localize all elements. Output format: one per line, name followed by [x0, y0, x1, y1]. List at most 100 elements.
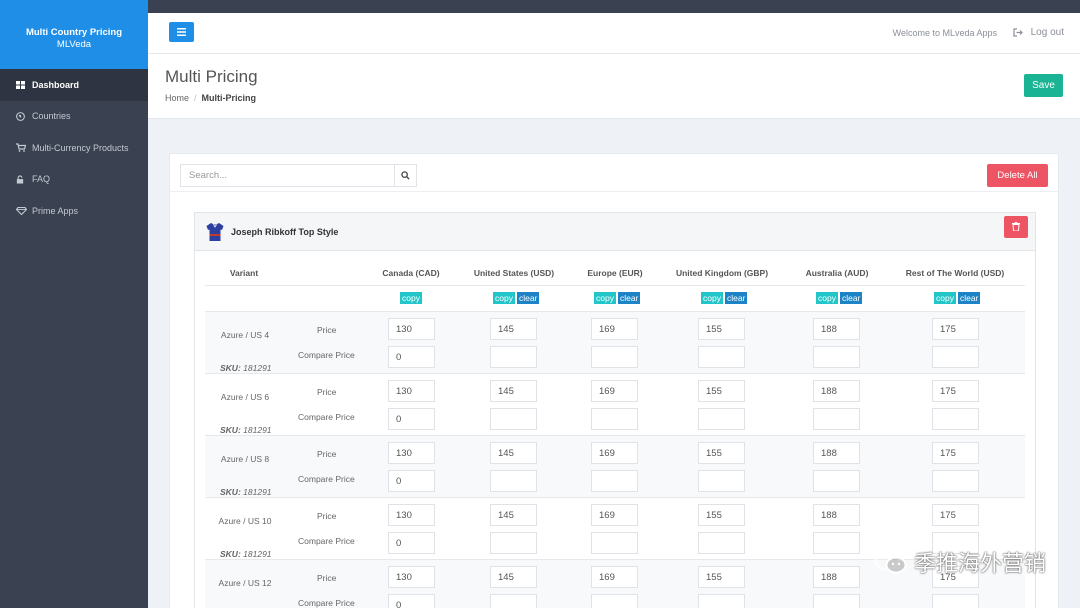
- compare-price-input[interactable]: [698, 408, 745, 430]
- compare-price-input[interactable]: [388, 532, 435, 554]
- compare-price-input[interactable]: [490, 594, 537, 608]
- compare-price-input[interactable]: [698, 532, 745, 554]
- hamburger-icon: [177, 23, 186, 41]
- price-input[interactable]: [813, 566, 860, 588]
- compare-price-input[interactable]: [932, 470, 979, 492]
- delete-all-button[interactable]: Delete All: [987, 164, 1048, 187]
- sidebar-item-faq[interactable]: FAQ: [0, 164, 148, 196]
- price-input[interactable]: [591, 442, 638, 464]
- clear-button[interactable]: clear: [516, 292, 540, 304]
- clear-button[interactable]: clear: [839, 292, 863, 304]
- compare-price-input[interactable]: [388, 594, 435, 608]
- clear-button[interactable]: clear: [957, 292, 981, 304]
- price-input[interactable]: [813, 504, 860, 526]
- column-header-rest-of-world: Rest of The World (USD): [905, 268, 1005, 278]
- logout-link[interactable]: Log out: [1013, 27, 1064, 38]
- price-input[interactable]: [698, 442, 745, 464]
- table-header: Variant Canada (CAD) United States (USD)…: [205, 262, 1025, 286]
- sidebar-item-prime-apps[interactable]: Prime Apps: [0, 195, 148, 227]
- column-header-australia: Australia (AUD): [805, 268, 869, 278]
- variant-sku: SKU: 181291: [220, 363, 272, 373]
- copy-button[interactable]: copy: [934, 292, 956, 304]
- copy-button[interactable]: copy: [701, 292, 723, 304]
- menu-toggle-button[interactable]: [169, 22, 194, 42]
- price-input[interactable]: [591, 504, 638, 526]
- price-input[interactable]: [813, 442, 860, 464]
- price-input[interactable]: [490, 566, 537, 588]
- compare-price-input[interactable]: [813, 532, 860, 554]
- compare-price-input[interactable]: [490, 470, 537, 492]
- price-input[interactable]: [388, 504, 435, 526]
- sidebar-item-label: Dashboard: [32, 79, 80, 90]
- page-header: Multi Pricing Home / Multi-Pricing Save: [148, 54, 1080, 119]
- price-input[interactable]: [698, 380, 745, 402]
- compare-price-input[interactable]: [932, 532, 979, 554]
- compare-price-input[interactable]: [813, 470, 860, 492]
- price-input[interactable]: [591, 380, 638, 402]
- price-input[interactable]: [932, 566, 979, 588]
- compare-price-input[interactable]: [591, 532, 638, 554]
- compare-price-input[interactable]: [813, 594, 860, 608]
- price-input[interactable]: [698, 566, 745, 588]
- compare-price-input[interactable]: [932, 594, 979, 608]
- compare-price-input[interactable]: [813, 408, 860, 430]
- compare-price-input[interactable]: [591, 408, 638, 430]
- clear-button[interactable]: clear: [617, 292, 641, 304]
- compare-price-input[interactable]: [388, 408, 435, 430]
- compare-price-input[interactable]: [388, 470, 435, 492]
- compare-price-input[interactable]: [388, 346, 435, 368]
- sidebar-item-multi-currency-products[interactable]: Multi-Currency Products: [0, 132, 148, 164]
- copy-button[interactable]: copy: [816, 292, 838, 304]
- copy-button[interactable]: copy: [400, 292, 422, 304]
- price-input[interactable]: [932, 380, 979, 402]
- compare-price-label: Compare Price: [298, 474, 355, 484]
- price-input[interactable]: [591, 318, 638, 340]
- copy-button[interactable]: copy: [594, 292, 616, 304]
- compare-price-input[interactable]: [591, 594, 638, 608]
- price-input[interactable]: [388, 380, 435, 402]
- compare-price-input[interactable]: [698, 346, 745, 368]
- price-input[interactable]: [591, 566, 638, 588]
- search-input[interactable]: [180, 164, 395, 187]
- price-input[interactable]: [932, 442, 979, 464]
- price-input[interactable]: [813, 318, 860, 340]
- delete-product-button[interactable]: [1004, 216, 1028, 238]
- sidebar-item-label: FAQ: [32, 174, 51, 185]
- price-input[interactable]: [388, 442, 435, 464]
- price-input[interactable]: [388, 566, 435, 588]
- brand[interactable]: Multi Country Pricing MLVeda: [0, 0, 148, 69]
- price-input[interactable]: [932, 504, 979, 526]
- price-input[interactable]: [490, 442, 537, 464]
- price-input[interactable]: [698, 504, 745, 526]
- price-input[interactable]: [698, 318, 745, 340]
- sidebar-item-dashboard[interactable]: Dashboard: [0, 69, 148, 101]
- sidebar-item-countries[interactable]: Countries: [0, 101, 148, 133]
- price-input[interactable]: [490, 504, 537, 526]
- price-input[interactable]: [813, 380, 860, 402]
- compare-price-input[interactable]: [490, 346, 537, 368]
- price-input[interactable]: [490, 380, 537, 402]
- save-button[interactable]: Save: [1024, 74, 1063, 97]
- australia-actions: copy clear: [816, 292, 863, 304]
- price-input[interactable]: [932, 318, 979, 340]
- compare-price-input[interactable]: [490, 532, 537, 554]
- search-button[interactable]: [395, 164, 417, 187]
- compare-price-input[interactable]: [932, 408, 979, 430]
- price-label: Price: [317, 325, 337, 335]
- compare-price-input[interactable]: [591, 346, 638, 368]
- price-input[interactable]: [388, 318, 435, 340]
- clear-button[interactable]: clear: [724, 292, 748, 304]
- copy-button[interactable]: copy: [493, 292, 515, 304]
- compare-price-input[interactable]: [698, 470, 745, 492]
- compare-price-input[interactable]: [698, 594, 745, 608]
- compare-price-input[interactable]: [490, 408, 537, 430]
- compare-price-input[interactable]: [932, 346, 979, 368]
- breadcrumb-home[interactable]: Home: [165, 93, 190, 103]
- price-input[interactable]: [490, 318, 537, 340]
- compare-price-input[interactable]: [591, 470, 638, 492]
- compare-price-input[interactable]: [813, 346, 860, 368]
- pricing-card: Delete All Joseph Ribkoff Top Style Vari…: [169, 153, 1059, 608]
- watermark-text: 季推海外营销: [913, 551, 1046, 576]
- variant-name: Azure / US 4: [220, 330, 270, 340]
- variant-sku: SKU: 181291: [220, 487, 272, 497]
